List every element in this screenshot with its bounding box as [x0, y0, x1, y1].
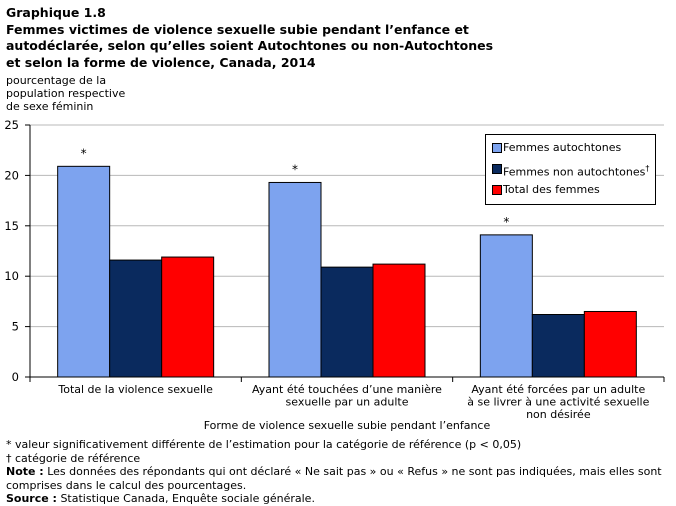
y-axis-label-line: de sexe féminin — [6, 100, 94, 113]
legend-label: Femmes autochtones — [503, 141, 622, 154]
bar — [109, 259, 163, 378]
y-axis-label-line: population respective — [6, 87, 126, 100]
footnotes: * valeur significativement différente de… — [6, 438, 670, 506]
x-tick-label: Ayant été forcées par un adulte — [471, 383, 645, 396]
bar — [372, 263, 426, 378]
note-label: Note : — [6, 465, 44, 478]
x-tick-label: à se livrer à une activité sexuelle — [467, 396, 649, 409]
y-tick-label: 10 — [4, 269, 19, 283]
bar — [268, 181, 322, 378]
reference-dagger: † — [645, 164, 650, 173]
bar — [161, 256, 215, 378]
legend-item: Femmes non autochtones† — [486, 162, 655, 183]
bar — [57, 165, 111, 378]
y-axis-label: pourcentage de la population respective … — [6, 74, 156, 113]
significance-marker: * — [503, 215, 509, 229]
y-tick-label: 0 — [12, 370, 19, 384]
legend-item: Total des femmes — [486, 183, 655, 204]
note: Note : Les données des répondants qui on… — [6, 465, 670, 492]
bar — [583, 310, 637, 378]
significance-marker: * — [292, 162, 298, 176]
significance-note: * valeur significativement différente de… — [6, 438, 522, 451]
x-tick-label: Ayant été touchées d’une manière — [252, 383, 442, 396]
legend-item: Femmes autochtones — [486, 141, 655, 162]
legend: Femmes autochtones Femmes non autochtone… — [485, 134, 656, 205]
title-line: Femmes victimes de violence sexuelle sub… — [6, 21, 469, 37]
legend-label: Total des femmes — [503, 183, 600, 196]
legend-swatch — [492, 143, 502, 153]
y-tick-label: 20 — [4, 168, 19, 182]
bar — [531, 314, 585, 378]
note-text: Les données des répondants qui ont décla… — [6, 465, 662, 492]
x-tick-label: non désirée — [526, 408, 591, 421]
chart-number: Graphique 1.8 — [6, 5, 106, 20]
title-line: autodéclarée, selon qu’elles soient Auto… — [6, 38, 494, 53]
y-axis-label-line: pourcentage de la — [6, 74, 107, 87]
x-tick-label: Total de la violence sexuelle — [57, 383, 213, 396]
legend-label: Femmes non autochtones† — [503, 162, 649, 180]
chart-title: Graphique 1.8 Femmes victimes de violenc… — [6, 5, 670, 71]
legend-label-text: Femmes non autochtones — [503, 165, 646, 179]
legend-swatch — [492, 164, 502, 174]
bar — [320, 266, 374, 378]
x-axis-title: Forme de violence sexuelle subie pendant… — [204, 419, 491, 432]
x-tick-label: sexuelle par un adulte — [286, 396, 409, 409]
significance-marker: * — [81, 146, 87, 160]
y-tick-label: 15 — [4, 219, 19, 233]
legend-swatch — [492, 185, 502, 195]
reference-note: † catégorie de référence — [6, 451, 141, 465]
source-text: Statistique Canada, Enquête sociale géné… — [56, 492, 315, 505]
title-line: et selon la forme de violence, Canada, 2… — [6, 54, 316, 70]
y-tick-label: 25 — [4, 118, 19, 132]
bar — [479, 234, 533, 378]
source: Source : Statistique Canada, Enquête soc… — [6, 492, 670, 506]
y-tick-label: 5 — [12, 320, 19, 334]
source-label: Source : — [6, 492, 57, 505]
